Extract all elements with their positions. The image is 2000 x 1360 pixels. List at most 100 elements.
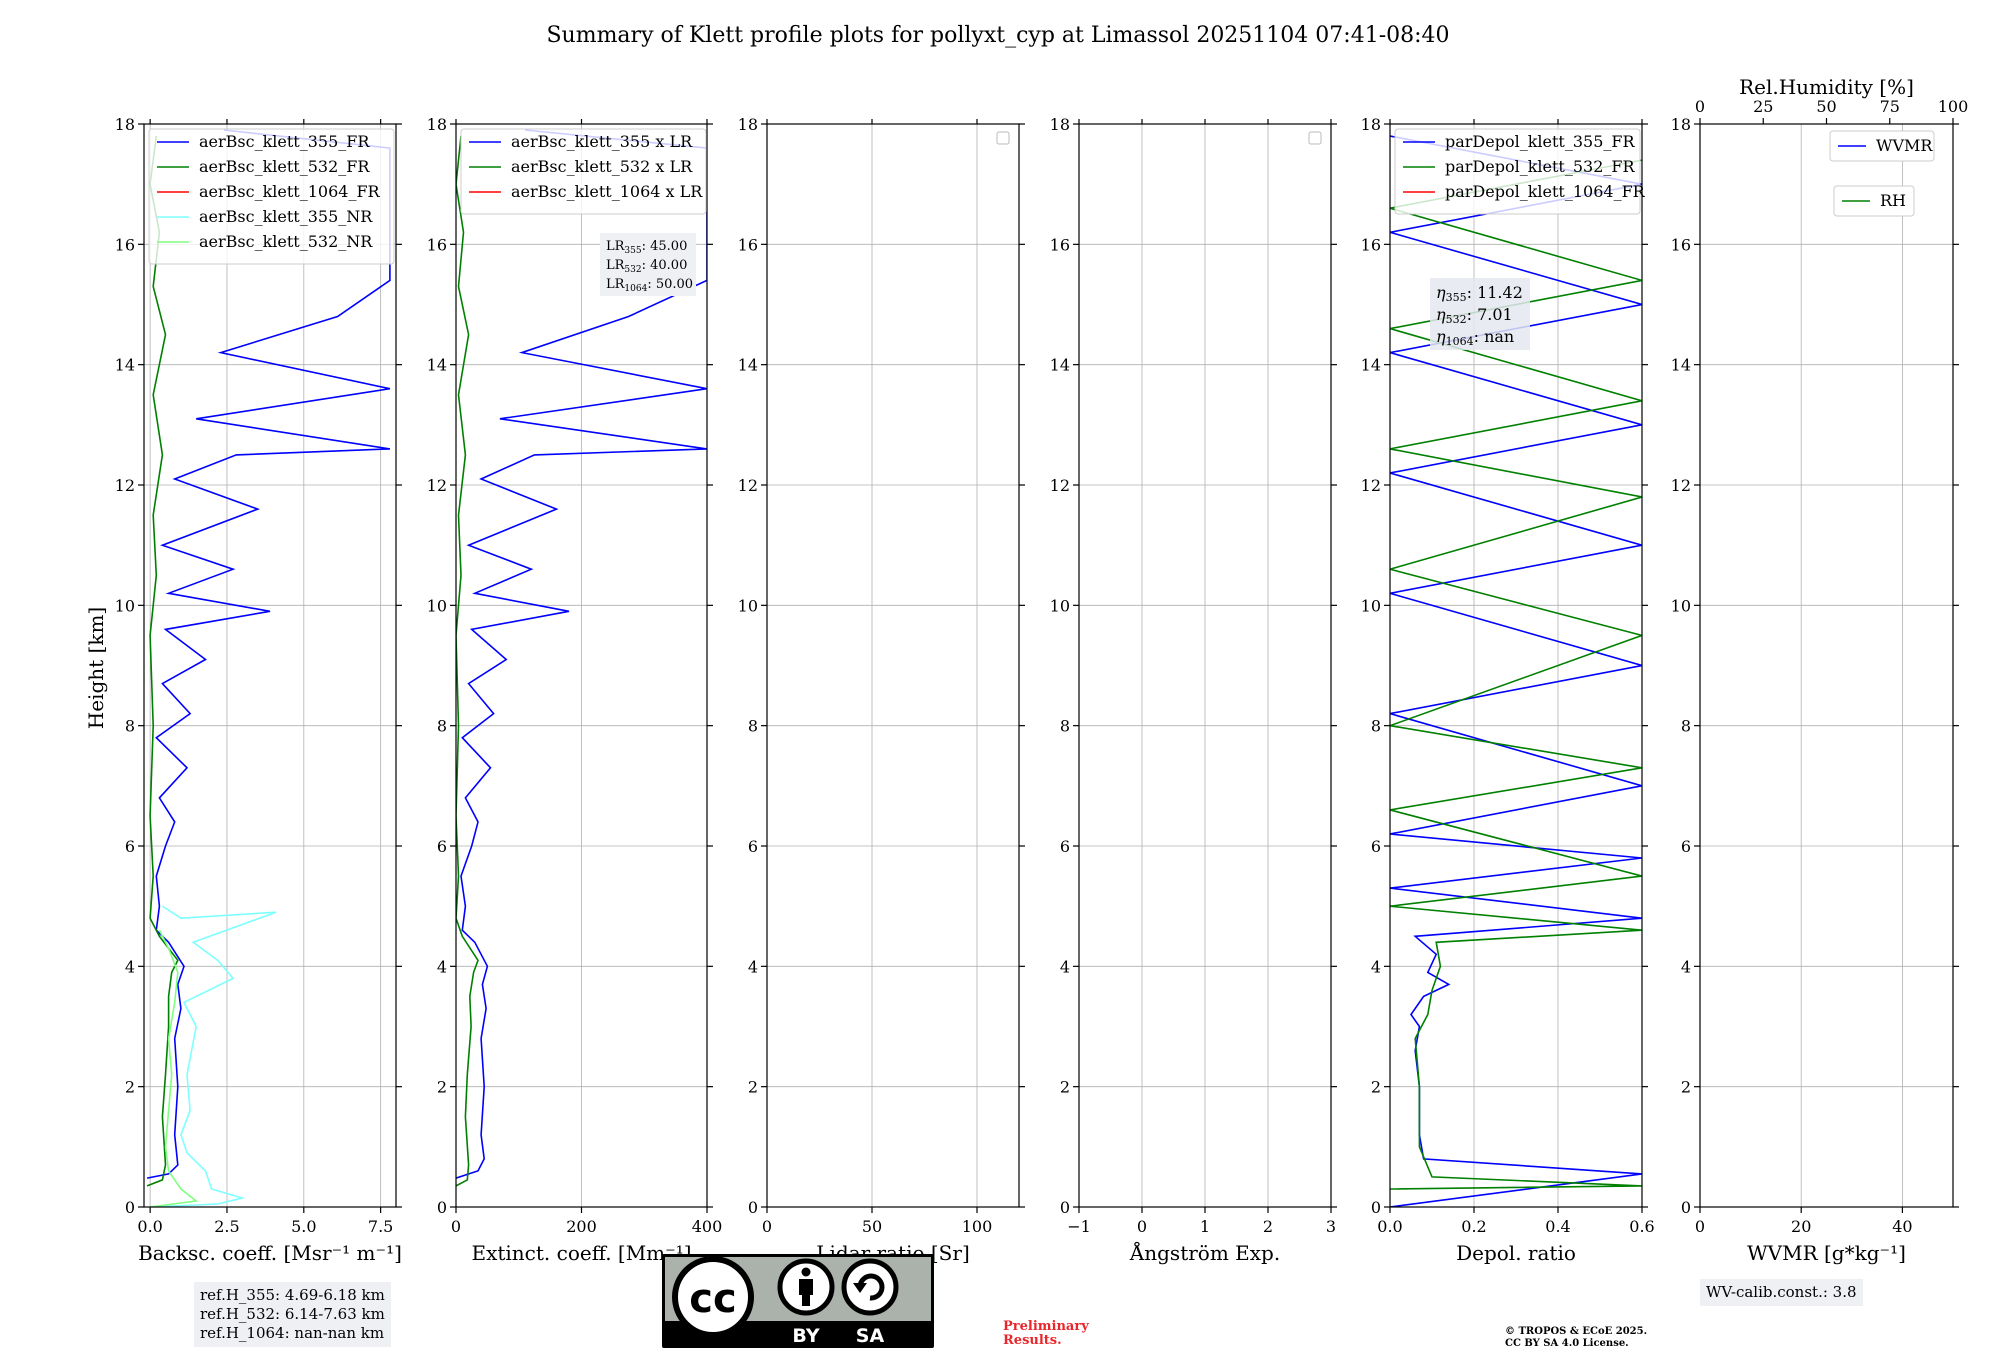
- legend-label: aerBsc_klett_532_NR: [199, 232, 373, 251]
- cc-by-label: BY: [792, 1325, 819, 1347]
- legend-label: aerBsc_klett_355_NR: [199, 207, 373, 226]
- y-tick-label: 2: [1060, 1078, 1070, 1097]
- legend-label: aerBsc_klett_532 x LR: [511, 157, 693, 176]
- y-tick-label: 12: [1361, 476, 1381, 495]
- y-tick-label: 10: [738, 596, 758, 615]
- x-axis-label: Backsc. coeff. [Msr⁻¹ m⁻¹]: [138, 1241, 402, 1265]
- y-tick-label: 18: [738, 115, 758, 134]
- x-tick-label: 1: [1200, 1217, 1210, 1236]
- preliminary-line-1: Preliminary: [1003, 1319, 1089, 1334]
- legend-label: parDepol_klett_1064_FR: [1445, 182, 1646, 201]
- y-tick-label: 10: [1050, 596, 1070, 615]
- copyright-line-1: © TROPOS & ECoE 2025.: [1505, 1326, 1648, 1337]
- x-tick-label: 0: [762, 1217, 772, 1236]
- empty-legend-box: [996, 131, 1010, 145]
- y-tick-label: 4: [1371, 957, 1381, 976]
- y-tick-label: 6: [1060, 837, 1070, 856]
- empty-legend-box: [1308, 131, 1322, 145]
- y-tick-label: 0: [1060, 1198, 1070, 1217]
- y-tick-label: 2: [125, 1078, 135, 1097]
- y-tick-label: 14: [738, 356, 758, 375]
- x-tick-label: 50: [862, 1217, 882, 1236]
- y-tick-label: 2: [1371, 1078, 1381, 1097]
- y-tick-label: 10: [115, 596, 135, 615]
- legend-label: WVMR: [1876, 136, 1933, 155]
- eta-entry-355: η355: 11.42: [1436, 283, 1523, 304]
- y-axis-label: Height [km]: [84, 607, 108, 729]
- x-tick-label: 0: [1695, 1217, 1705, 1236]
- legend-box: [460, 128, 707, 215]
- y-tick-label: 16: [1050, 235, 1070, 254]
- legend-box: [1394, 128, 1641, 215]
- series-group: [146, 129, 391, 1207]
- panel-depol: 0 2 4 6 8 10 12 14 16 18 0.0 0.2 0.4 0.6 Depol. ratio p…: [1361, 115, 1655, 1265]
- x-axis-label: Extinct. coeff. [Mm⁻¹]: [471, 1241, 691, 1265]
- y-tick-label: 12: [1671, 476, 1691, 495]
- y-tick-label: 4: [125, 957, 135, 976]
- eta-entry-1064: η1064: nan: [1436, 327, 1514, 348]
- y-tick-label: 8: [1681, 717, 1691, 736]
- y-tick-label: 18: [1361, 115, 1381, 134]
- lidar-ratio-entry-355: LR355: 45.00: [606, 239, 687, 256]
- wv-calib-constant: WV-calib.const.: 3.8: [1706, 1283, 1857, 1301]
- axes-frame: [1699, 123, 1954, 1208]
- top-x-tick-label: 50: [1816, 97, 1836, 116]
- x-tick-label: 3: [1326, 1217, 1336, 1236]
- y-tick-label: 0: [1371, 1198, 1381, 1217]
- series-line-aerBsc_klett_355_FR: [146, 129, 391, 1179]
- cc-icon: cc: [689, 1276, 736, 1322]
- x-tick-label: 0.6: [1629, 1217, 1654, 1236]
- y-tick-label: 12: [1050, 476, 1070, 495]
- series-group: [456, 129, 707, 1187]
- y-tick-label: 2: [1681, 1078, 1691, 1097]
- y-tick-label: 14: [1361, 356, 1381, 375]
- cc-sa-label: SA: [856, 1325, 885, 1347]
- y-tick-label: 16: [427, 235, 447, 254]
- x-tick-label: 2.5: [214, 1217, 239, 1236]
- y-tick-label: 10: [1361, 596, 1381, 615]
- share-alike-icon: [841, 1258, 899, 1316]
- axes-frame: [143, 123, 397, 1208]
- y-tick-label: 0: [1681, 1198, 1691, 1217]
- y-tick-label: 6: [125, 837, 135, 856]
- series-line-parDepol_klett_532_FR: [1390, 159, 1642, 1190]
- y-tick-label: 4: [1681, 957, 1691, 976]
- legend-label: aerBsc_klett_532_FR: [199, 157, 370, 176]
- x-tick-label: 0.2: [1461, 1217, 1486, 1236]
- eta-entry-532: η532: 7.01: [1436, 305, 1513, 326]
- y-tick-label: 6: [1681, 837, 1691, 856]
- y-tick-label: 6: [437, 837, 447, 856]
- y-tick-label: 12: [427, 476, 447, 495]
- preliminary-line-2: Results.: [1003, 1333, 1062, 1348]
- y-tick-label: 8: [437, 717, 447, 736]
- y-tick-label: 14: [115, 356, 135, 375]
- axes-frame: [766, 123, 1020, 1208]
- y-tick-label: 14: [427, 356, 447, 375]
- cc-by-sa-badge: cc BY SA: [662, 1254, 934, 1348]
- y-tick-label: 4: [1060, 957, 1070, 976]
- x-tick-label: 0.4: [1545, 1217, 1570, 1236]
- legend-box: [1833, 185, 1915, 217]
- y-tick-label: 0: [748, 1198, 758, 1217]
- legend-label: aerBsc_klett_1064 x LR: [511, 182, 703, 201]
- top-x-tick-label: 75: [1880, 97, 1900, 116]
- top-x-tick-label: 100: [1938, 97, 1969, 116]
- x-tick-label: 200: [566, 1217, 597, 1236]
- y-tick-label: 8: [748, 717, 758, 736]
- reference-heights-box: ref.H_355: 4.69-6.18 km ref.H_532: 6.14-…: [194, 1282, 391, 1347]
- series-line-aerBsc_klett_355 x LR: [456, 129, 707, 1179]
- y-tick-label: 6: [748, 837, 758, 856]
- y-tick-label: 2: [748, 1078, 758, 1097]
- x-tick-label: 5.0: [291, 1217, 316, 1236]
- x-tick-label: −1: [1067, 1217, 1091, 1236]
- legend-label: aerBsc_klett_355 x LR: [511, 132, 693, 151]
- y-tick-label: 16: [738, 235, 758, 254]
- legend-box: [1829, 130, 1935, 162]
- lidar-ratio-entry-532: LR532: 40.00: [606, 258, 687, 275]
- wv-calibration-box: WV-calib.const.: 3.8: [1700, 1279, 1863, 1306]
- x-tick-label: 0: [1137, 1217, 1147, 1236]
- y-tick-label: 0: [437, 1198, 447, 1217]
- x-tick-label: 100: [962, 1217, 993, 1236]
- y-tick-label: 18: [427, 115, 447, 134]
